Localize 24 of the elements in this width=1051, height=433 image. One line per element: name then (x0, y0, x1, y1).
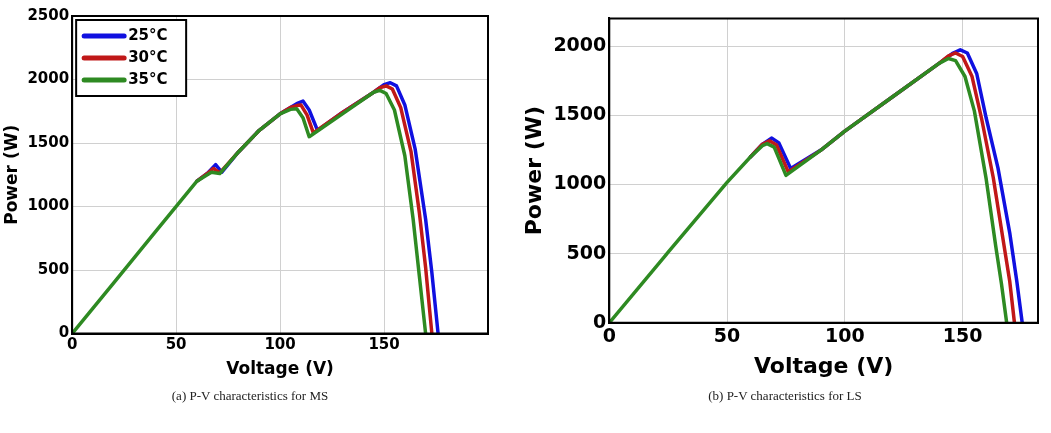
x-tick-label: 150 (942, 324, 983, 347)
y-tick-label: 2000 (27, 69, 70, 88)
y-tick-label: 2000 (553, 33, 607, 56)
x-axis-title: Voltage (V) (226, 358, 334, 379)
y-tick-label: 2500 (27, 5, 70, 24)
legend-label: 30°C (128, 47, 168, 66)
legend-label: 25°C (128, 25, 168, 44)
y-tick-label: 1500 (27, 132, 70, 151)
x-tick-label: 50 (713, 324, 741, 347)
text: (b) P-V characteristics for LS (708, 388, 862, 404)
y-axis-title: Power (W) (520, 105, 546, 236)
text: (a) P-V characteristics for MS (171, 388, 329, 404)
y-axis-title: Power (W) (0, 124, 21, 225)
y-tick-label: 1500 (553, 102, 607, 125)
x-axis-title: Voltage (V) (753, 352, 894, 378)
x-tick-label: 150 (368, 335, 400, 354)
y-tick-label: 500 (37, 259, 70, 278)
y-tick-label: 1000 (553, 171, 607, 194)
x-tick-label: 100 (825, 324, 865, 347)
x-tick-label: 50 (165, 335, 187, 354)
legend-label: 35°C (128, 69, 168, 88)
y-tick-label: 500 (566, 240, 607, 263)
x-tick-label: 100 (264, 335, 296, 354)
y-tick-label: 1000 (27, 196, 70, 215)
